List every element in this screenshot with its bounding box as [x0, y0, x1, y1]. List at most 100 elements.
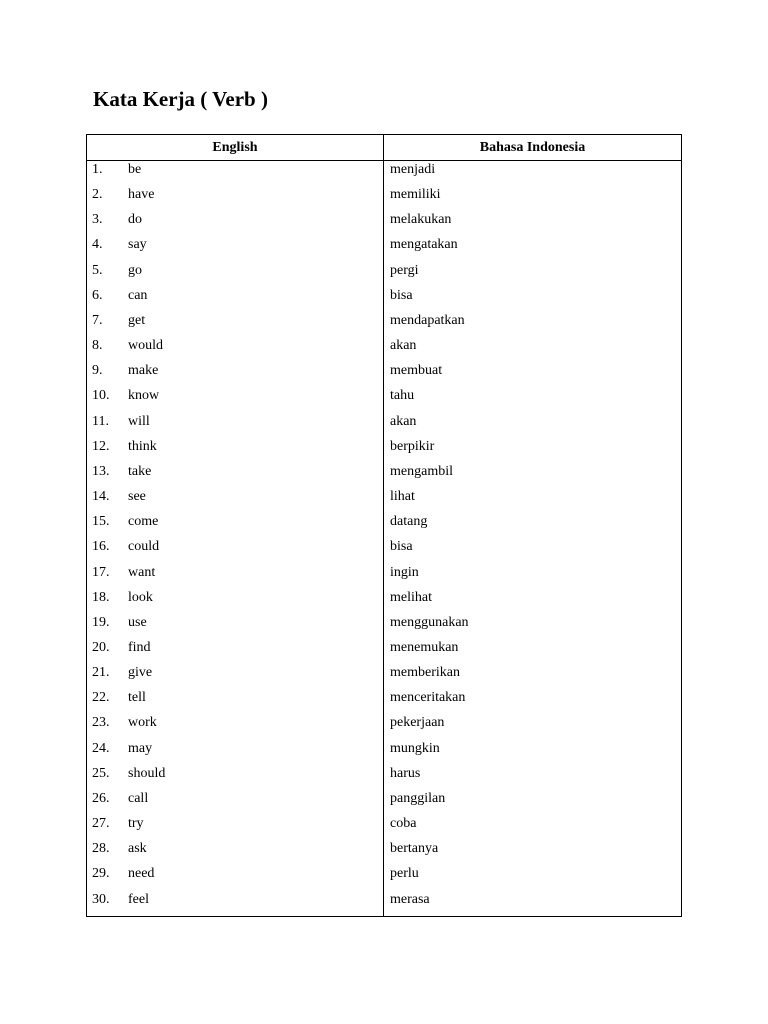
table-row: 30. feel merasa: [87, 890, 681, 916]
english-word: know: [128, 388, 160, 404]
english-word: get: [128, 312, 146, 328]
english-cell: 22. tell: [87, 689, 384, 715]
table-row: 24. may mungkin: [87, 739, 681, 765]
row-number: 2.: [92, 187, 103, 203]
english-word: go: [128, 262, 142, 278]
english-word: make: [128, 363, 159, 379]
indonesian-word: menemukan: [390, 639, 459, 655]
indonesian-word: memberikan: [390, 665, 460, 681]
indonesian-word: menceritakan: [390, 690, 466, 706]
row-number: 30.: [92, 891, 110, 907]
english-word: give: [128, 665, 153, 681]
indonesian-word: tahu: [390, 388, 415, 404]
table-row: 8. would akan: [87, 337, 681, 363]
english-cell: 23. work: [87, 714, 384, 740]
page-title: Kata Kerja ( Verb ): [93, 87, 268, 111]
table-row: 25. should harus: [87, 764, 681, 790]
indonesian-word: coba: [390, 816, 417, 832]
header-english: English: [87, 135, 384, 160]
row-number: 20.: [92, 639, 110, 655]
table-header: English Bahasa Indonesia: [87, 135, 681, 161]
row-number: 21.: [92, 665, 110, 681]
english-word: say: [128, 237, 147, 253]
english-cell: 20. find: [87, 638, 384, 665]
row-number: 6.: [92, 287, 103, 303]
indonesian-word: perlu: [390, 866, 419, 882]
table-row: 1. be menjadi: [87, 161, 681, 187]
table-row: 26. call panggilan: [87, 789, 681, 816]
table-row: 13. take mengambil: [87, 462, 681, 489]
english-cell: 27. try: [87, 815, 384, 841]
indonesian-word: merasa: [390, 891, 430, 907]
english-cell: 16. could: [87, 538, 384, 564]
row-number: 27.: [92, 816, 110, 832]
english-word: will: [128, 413, 150, 429]
table-row: 21. give memberikan: [87, 664, 681, 690]
row-number: 19.: [92, 614, 110, 630]
row-number: 7.: [92, 312, 103, 328]
table-row: 27. try coba: [87, 815, 681, 841]
row-number: 3.: [92, 212, 103, 228]
english-cell: 19. use: [87, 613, 384, 639]
english-word: ask: [128, 841, 147, 857]
english-word: use: [128, 614, 147, 630]
row-number: 14.: [92, 489, 110, 505]
indonesian-word: membuat: [390, 363, 443, 379]
english-cell: 28. ask: [87, 840, 384, 866]
row-number: 23.: [92, 715, 110, 731]
english-cell: 15. come: [87, 513, 384, 539]
row-number: 24.: [92, 740, 110, 756]
table-row: 23. work pekerjaan: [87, 714, 681, 740]
english-cell: 2. have: [87, 186, 384, 212]
table-row: 20. find menemukan: [87, 638, 681, 665]
indonesian-word: melihat: [390, 589, 432, 605]
english-cell: 24. may: [87, 739, 384, 765]
row-number: 22.: [92, 690, 110, 706]
english-word: have: [128, 187, 155, 203]
indonesian-word: ingin: [390, 564, 419, 580]
english-word: may: [128, 740, 153, 756]
row-number: 26.: [92, 790, 110, 806]
table-row: 15. come datang: [87, 513, 681, 539]
english-word: come: [128, 514, 159, 530]
row-number: 9.: [92, 363, 103, 379]
english-word: would: [128, 338, 163, 354]
english-word: tell: [128, 690, 146, 706]
table-row: 18. look melihat: [87, 588, 681, 614]
english-cell: 25. should: [87, 764, 384, 790]
english-word: think: [128, 438, 157, 454]
verb-table: English Bahasa Indonesia 1. be menjadi 2. ha…: [86, 134, 682, 917]
row-number: 15.: [92, 514, 110, 530]
row-number: 18.: [92, 589, 110, 605]
indonesian-word: pekerjaan: [390, 715, 445, 731]
english-cell: 5. go: [87, 261, 384, 287]
table-row: 11. will akan: [87, 412, 681, 438]
indonesian-word: mungkin: [390, 740, 440, 756]
table-row: 22. tell menceritakan: [87, 689, 681, 715]
row-number: 5.: [92, 262, 103, 278]
english-cell: 6. can: [87, 286, 384, 312]
row-number: 28.: [92, 841, 110, 857]
row-number: 11.: [92, 413, 109, 429]
table-row: 16. could bisa: [87, 538, 681, 564]
indonesian-word: harus: [390, 765, 421, 781]
indonesian-word: mendapatkan: [390, 312, 465, 328]
table-row: 5. go pergi: [87, 261, 681, 287]
english-word: find: [128, 639, 151, 655]
row-number: 1.: [92, 162, 103, 177]
table-row: 14. see lihat: [87, 488, 681, 514]
english-word: call: [128, 790, 149, 806]
table-row: 7. get mendapatkan: [87, 311, 681, 338]
english-word: be: [128, 162, 142, 177]
english-cell: 21. give: [87, 664, 384, 690]
english-cell: 9. make: [87, 362, 384, 388]
english-cell: 3. do: [87, 211, 384, 237]
english-cell: 18. look: [87, 588, 384, 614]
table-row: 3. do melakukan: [87, 211, 681, 237]
english-word: take: [128, 463, 152, 479]
row-number: 16.: [92, 539, 110, 555]
english-cell: 17. want: [87, 563, 384, 589]
english-word: need: [128, 866, 155, 882]
english-cell: 12. think: [87, 437, 384, 463]
english-word: can: [128, 287, 148, 303]
